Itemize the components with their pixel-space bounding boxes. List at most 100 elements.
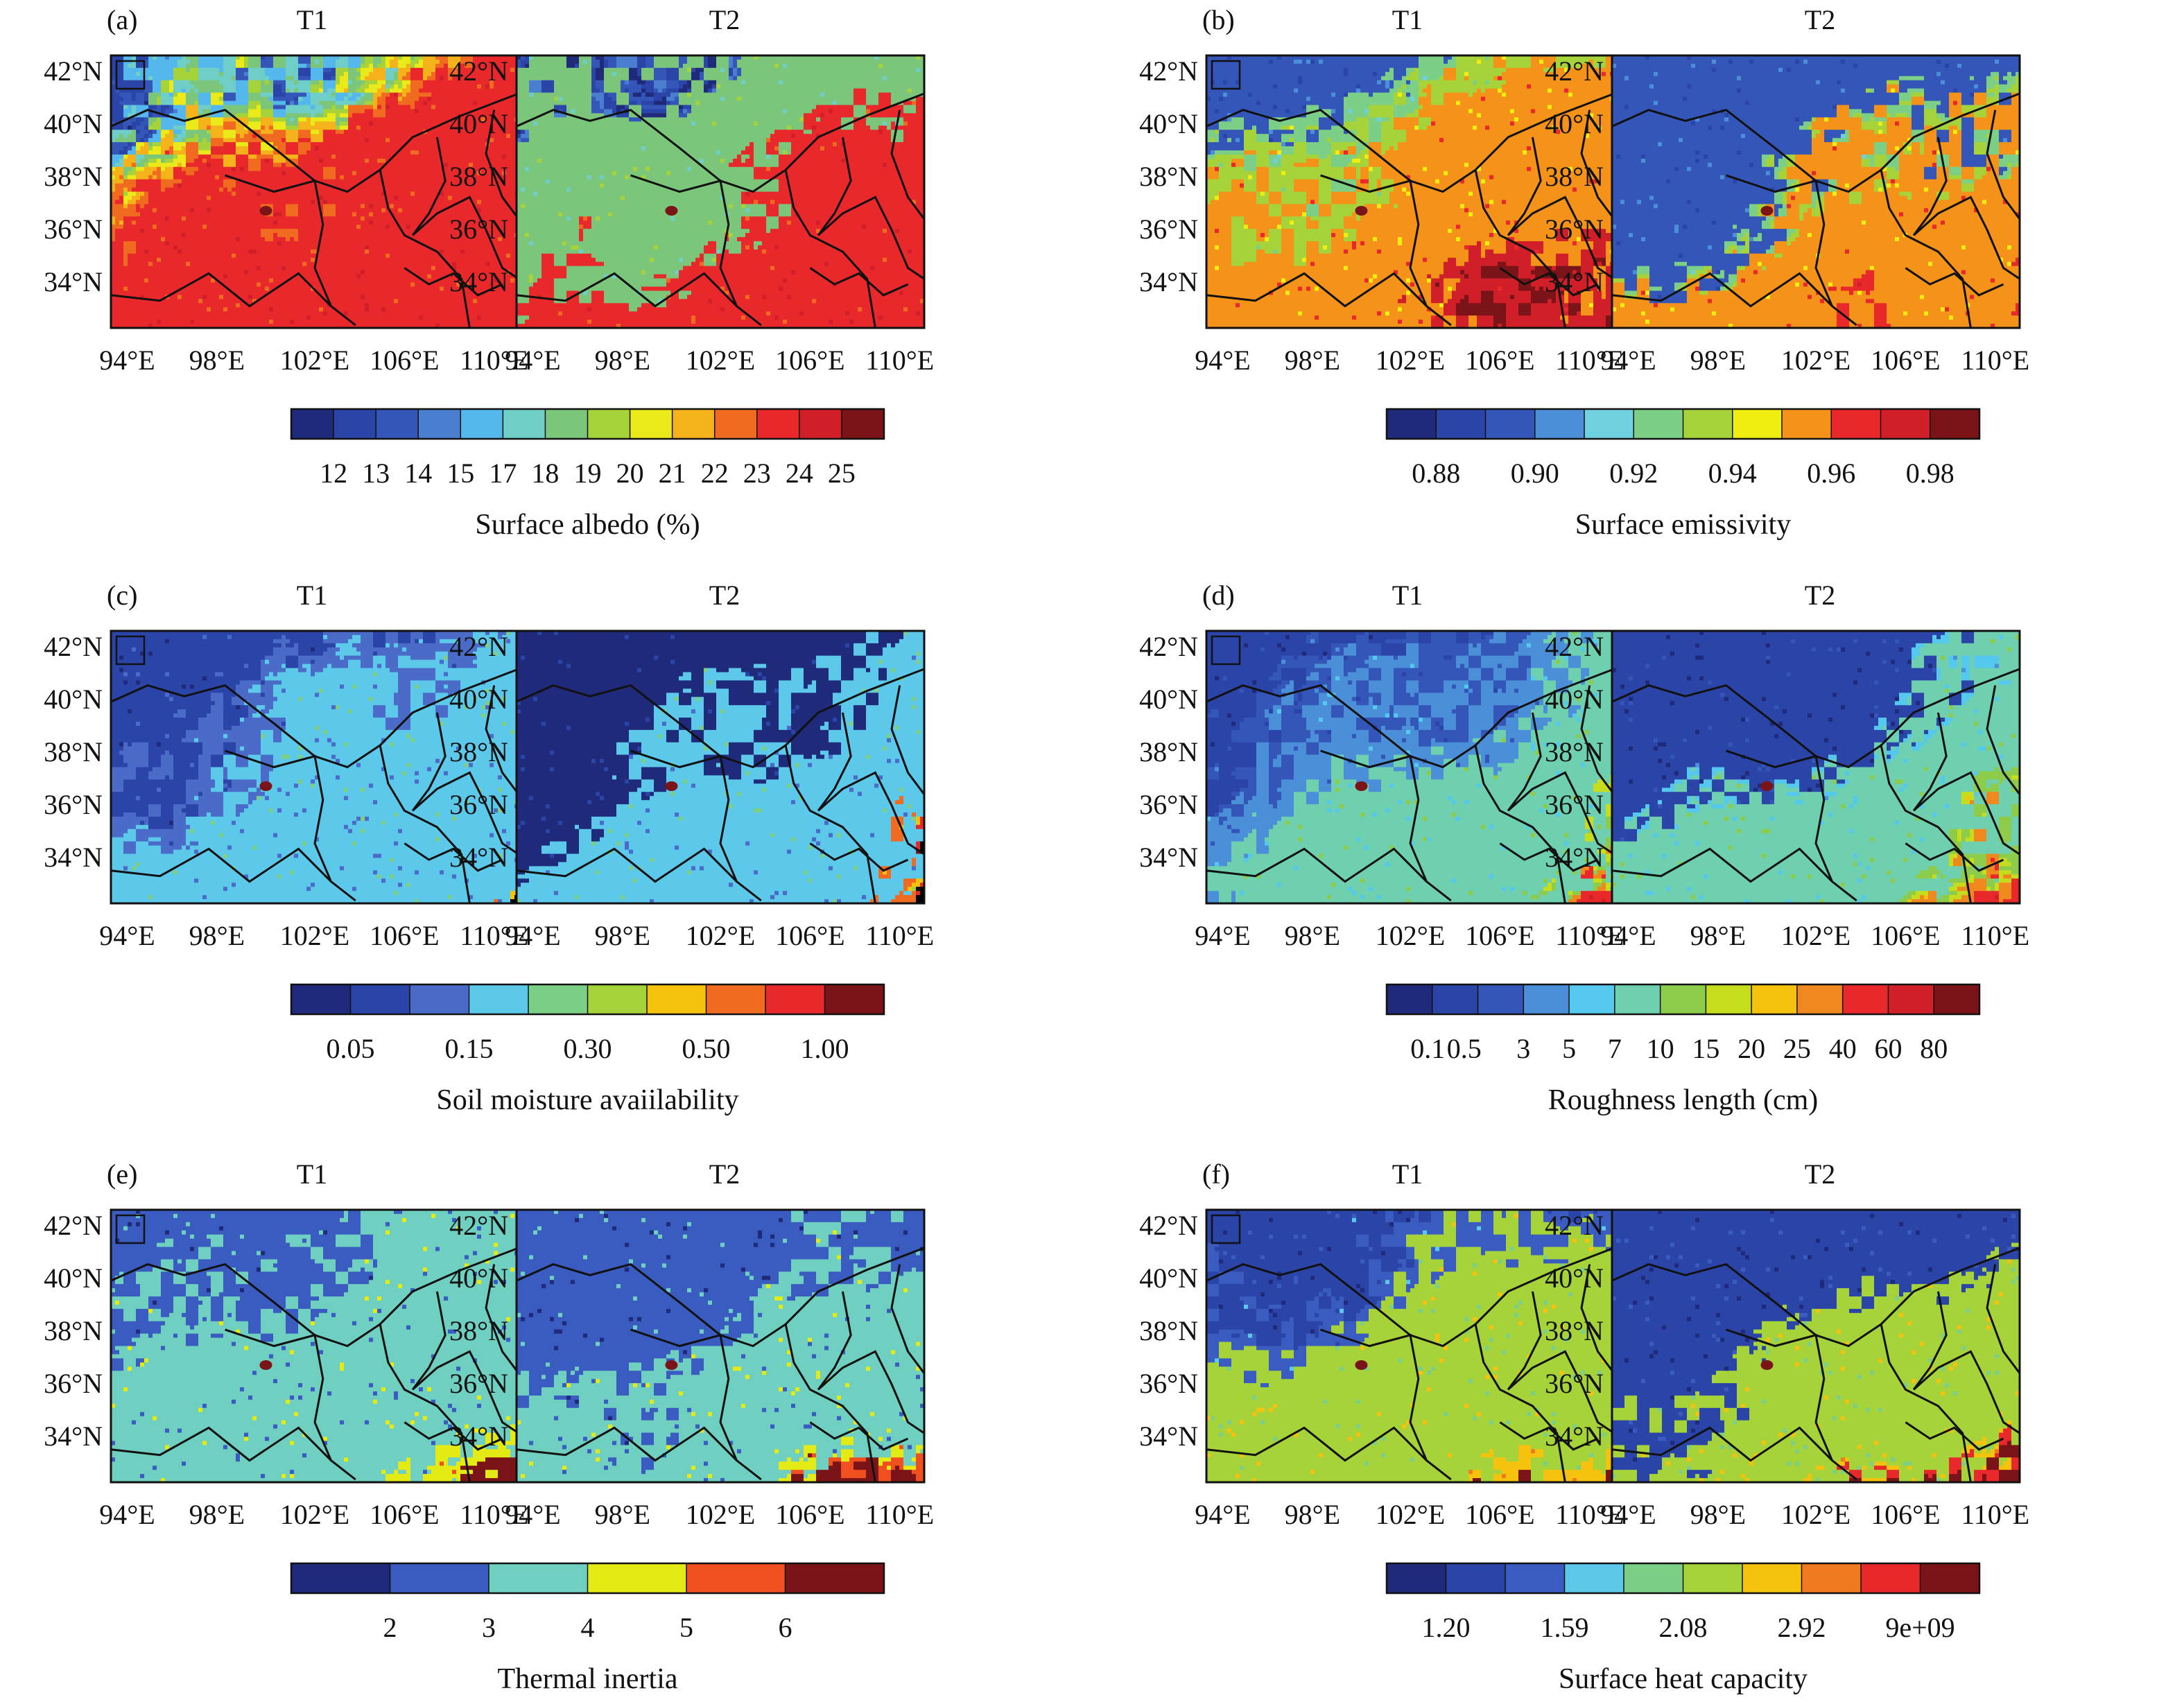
map-cell bbox=[198, 171, 203, 176]
map-cell bbox=[132, 105, 137, 110]
map-cell bbox=[331, 175, 336, 180]
map-cell bbox=[369, 134, 374, 139]
map-cell bbox=[290, 109, 295, 114]
map-cell bbox=[182, 167, 187, 172]
map-cell bbox=[406, 60, 411, 64]
map-cell bbox=[419, 105, 424, 110]
map-cell bbox=[248, 146, 253, 151]
map-cell bbox=[277, 97, 282, 102]
map-cell bbox=[219, 175, 224, 180]
map-cell bbox=[257, 113, 261, 118]
map-cell bbox=[444, 64, 449, 69]
map-cell bbox=[207, 134, 211, 139]
map-cell bbox=[252, 167, 257, 172]
map-cell bbox=[273, 97, 278, 102]
map-cell bbox=[128, 167, 132, 172]
map-cell bbox=[365, 125, 370, 130]
map-cell bbox=[186, 175, 191, 180]
map-cell bbox=[261, 64, 266, 69]
map-cell bbox=[381, 109, 386, 114]
map-cell bbox=[223, 125, 228, 130]
map-cell bbox=[431, 138, 436, 143]
map-cell bbox=[419, 121, 424, 126]
map-cell bbox=[119, 68, 124, 73]
map-cell bbox=[315, 101, 320, 106]
map-cell bbox=[161, 80, 166, 85]
map-cell bbox=[473, 89, 478, 94]
map-cell bbox=[294, 109, 299, 114]
map-cell bbox=[252, 64, 257, 69]
map-cell bbox=[269, 97, 274, 102]
map-cell bbox=[448, 142, 453, 147]
map-cell bbox=[286, 60, 291, 64]
map-cell bbox=[427, 163, 432, 168]
map-cell bbox=[311, 76, 315, 81]
map-cell bbox=[311, 130, 315, 134]
map-cell bbox=[315, 130, 320, 134]
map-cell bbox=[144, 180, 149, 184]
map-cell bbox=[315, 76, 320, 81]
map-cell bbox=[223, 60, 228, 64]
map-cell bbox=[232, 138, 236, 143]
map-cell bbox=[236, 142, 241, 147]
map-cell bbox=[302, 80, 307, 85]
map-cell bbox=[323, 159, 328, 164]
map-cell bbox=[319, 134, 324, 139]
map-cell bbox=[306, 138, 311, 143]
map-cell bbox=[440, 68, 444, 73]
map-cell bbox=[240, 89, 245, 94]
map-cell bbox=[444, 60, 449, 64]
map-cell bbox=[123, 171, 128, 176]
map-cell bbox=[427, 60, 432, 64]
map-cell bbox=[236, 60, 241, 64]
map-cell bbox=[128, 134, 132, 139]
map-cell bbox=[381, 89, 386, 94]
map-cell bbox=[315, 121, 320, 126]
map-cell bbox=[498, 89, 503, 94]
map-cell bbox=[319, 121, 324, 126]
map-cell bbox=[257, 130, 261, 134]
map-cell bbox=[182, 76, 187, 81]
map-cell bbox=[186, 64, 191, 69]
map-cell bbox=[331, 101, 336, 106]
map-cell bbox=[402, 68, 407, 73]
map-cell bbox=[356, 146, 361, 151]
map-cell bbox=[415, 105, 419, 110]
map-cell bbox=[435, 155, 440, 159]
map-cell bbox=[352, 89, 357, 94]
map-cell bbox=[340, 130, 345, 134]
map-cell bbox=[144, 171, 149, 176]
map-cell bbox=[344, 134, 349, 139]
map-cell bbox=[402, 134, 407, 139]
map-cell bbox=[390, 101, 395, 106]
map-cell bbox=[157, 159, 162, 164]
map-cell bbox=[161, 146, 166, 151]
map-cell bbox=[157, 134, 162, 139]
map-cell bbox=[410, 101, 415, 106]
map-cell bbox=[348, 146, 353, 151]
map-cell bbox=[361, 130, 365, 134]
map-cell bbox=[290, 171, 295, 176]
map-cell bbox=[402, 101, 407, 106]
map-cell bbox=[398, 180, 403, 184]
map-cell bbox=[473, 150, 478, 155]
map-cell bbox=[365, 64, 370, 69]
map-cell bbox=[153, 93, 157, 98]
map-cell bbox=[269, 175, 274, 180]
map-cell bbox=[306, 167, 311, 172]
map-cell bbox=[211, 125, 216, 130]
map-cell bbox=[423, 85, 428, 89]
map-cell bbox=[286, 121, 291, 126]
map-cell bbox=[336, 167, 340, 172]
map-cell bbox=[140, 163, 145, 168]
map-cell bbox=[244, 101, 249, 106]
map-cell bbox=[273, 117, 278, 122]
map-cell bbox=[128, 72, 132, 77]
map-cell bbox=[177, 163, 182, 168]
map-cell bbox=[311, 138, 315, 143]
map-cell bbox=[373, 85, 378, 89]
map-cell bbox=[236, 80, 241, 85]
map-cell bbox=[373, 105, 378, 110]
map-cell bbox=[373, 64, 378, 69]
map-cell bbox=[153, 113, 157, 118]
